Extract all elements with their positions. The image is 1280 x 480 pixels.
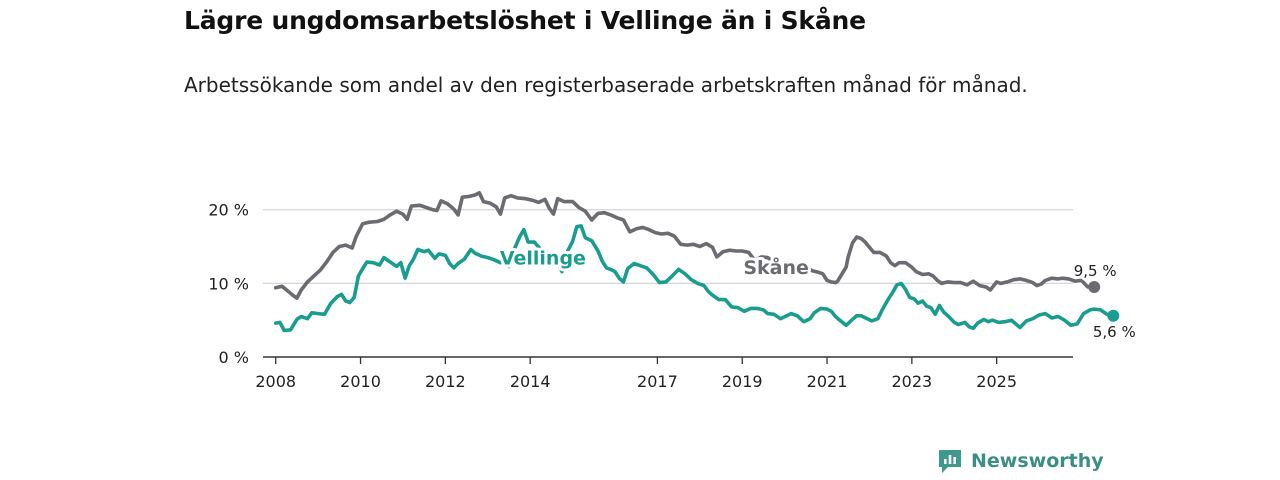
- end-label-halo: 5,6 %: [1093, 323, 1136, 341]
- x-tick-label: 2017: [637, 372, 678, 391]
- grid-lines: [263, 209, 1073, 285]
- series-label-halo: Vellinge: [500, 248, 586, 270]
- newsworthy-logo: Newsworthy: [937, 448, 1104, 474]
- series-lines: [273, 191, 1120, 333]
- x-tick-label: 2025: [976, 372, 1017, 391]
- end-value-label-sk-ne: 9,5 %: [1074, 262, 1117, 280]
- series-end-marker-sk-ne: [1088, 281, 1101, 294]
- x-tick-label: 2023: [891, 372, 932, 391]
- series-line-vellinge: [273, 224, 1116, 333]
- chart-title: Lägre ungdomsarbetslöshet i Vellinge än …: [184, 6, 866, 35]
- series-label-vellinge: Vellinge: [500, 248, 586, 270]
- series-label-sk-ne: Skåne: [743, 255, 809, 279]
- x-tick-label: 2012: [425, 372, 466, 391]
- end-value-label-vellinge: 5,6 %: [1093, 323, 1136, 341]
- series-line-sk-ne: [273, 191, 1096, 300]
- series-label-halo: Skåne: [743, 255, 809, 279]
- end-label-halo: 9,5 %: [1074, 262, 1117, 280]
- chart-subtitle: Arbetssökande som andel av den registerb…: [184, 73, 1028, 97]
- x-tick-label: 2021: [807, 372, 848, 391]
- x-tick-label: 2014: [510, 372, 551, 391]
- x-tick-label: 2010: [340, 372, 381, 391]
- x-tick-label: 2008: [255, 372, 296, 391]
- y-axis-tick-labels: 0 % 10 % 20 %: [208, 201, 249, 367]
- bar-chart-speech-bubble-icon: [939, 450, 961, 473]
- series-end-marker-vellinge: [1107, 309, 1120, 322]
- y-tick-label: 20 %: [208, 201, 249, 220]
- x-axis-ticks: 2008 2010 2012 2014 2017 2019 2021 2023 2025: [255, 357, 1017, 391]
- x-tick-label: 2019: [722, 372, 763, 391]
- y-tick-label: 0 %: [219, 348, 249, 367]
- brand-name: Newsworthy: [971, 450, 1104, 472]
- y-tick-label: 10 %: [208, 274, 249, 293]
